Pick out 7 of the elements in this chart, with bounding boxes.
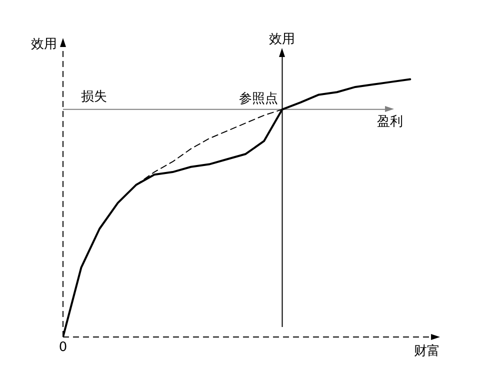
annotation: 参照点	[239, 91, 278, 106]
text: 效用	[269, 32, 296, 47]
x-axis-title: 财富	[414, 342, 440, 359]
y-axis-title: 效用	[31, 36, 57, 52]
annotation: 盈利	[377, 114, 403, 130]
annotation: 损失	[81, 89, 107, 104]
text: 0	[58, 340, 68, 355]
